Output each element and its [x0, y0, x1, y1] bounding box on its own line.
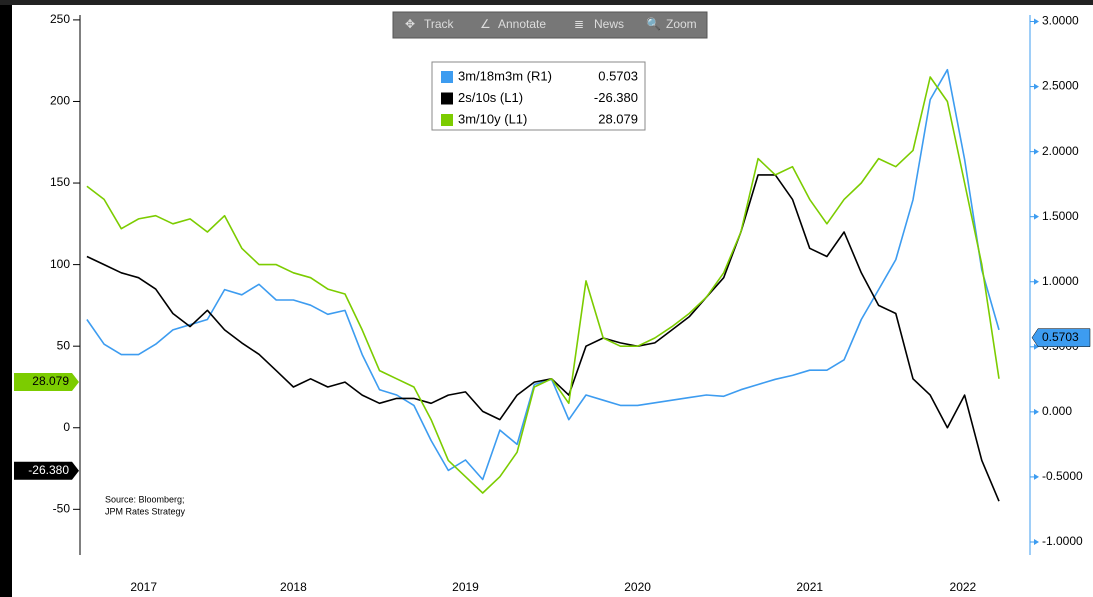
y2-tick-arrow	[1034, 473, 1039, 480]
y2-tick-arrow	[1034, 148, 1039, 155]
last-value-tag	[14, 372, 79, 391]
x-tick-label: 2020	[624, 580, 651, 594]
toolbar: Track Annotate News Zoom ✥ ∠ ≣ 🔍	[392, 11, 708, 39]
legend-value: 0.5703	[598, 68, 638, 83]
y2-tick-label: 2.0000	[1042, 144, 1079, 158]
legend: 3m/18m3m (R1) 0.5703 2s/10s (L1) -26.380 3m/…	[431, 61, 646, 131]
y2-tick-label: 2.5000	[1042, 79, 1079, 93]
legend-swatch	[441, 71, 453, 83]
y2-tick-label: -0.5000	[1042, 469, 1083, 483]
last-value-label: 0.5703	[1042, 330, 1079, 344]
legend-label: 2s/10s (L1)	[458, 90, 523, 105]
y2-tick-label: 0.000	[1042, 404, 1072, 418]
y2-tick-label: -1.0000	[1042, 534, 1083, 548]
y-tick-label: 150	[50, 175, 70, 189]
toolbar-button[interactable]: Track	[424, 17, 455, 31]
series-line	[86, 68, 1000, 481]
legend-swatch	[441, 92, 453, 105]
toolbar-button[interactable]: News	[594, 17, 624, 31]
series-line	[86, 174, 1000, 502]
y2-tick-label: 1.5000	[1042, 209, 1079, 223]
toolbar-icon: 🔍	[646, 16, 661, 31]
y2-tick-arrow	[1034, 83, 1039, 90]
y-tick-label: 200	[50, 94, 70, 108]
y2-tick-arrow	[1034, 343, 1039, 350]
y2-tick-arrow	[1034, 408, 1039, 415]
toolbar-icon: ∠	[480, 17, 491, 31]
x-tick-label: 2021	[796, 580, 823, 594]
last-value-label: 28.079	[32, 374, 69, 388]
toolbar-bg	[392, 11, 708, 39]
toolbar-icon: ✥	[405, 17, 415, 31]
source-note: Source: Bloomberg;	[105, 494, 185, 504]
y-tick-label: 100	[50, 257, 70, 271]
series-line	[86, 76, 1000, 494]
source-note: JPM Rates Strategy	[105, 506, 186, 516]
y2-tick-arrow	[1034, 538, 1039, 545]
x-tick-label: 2017	[130, 580, 157, 594]
legend-value: -26.380	[594, 90, 638, 105]
last-value-label: -26.380	[28, 463, 69, 477]
y2-tick-label: 1.0000	[1042, 274, 1079, 288]
y2-tick-arrow	[1034, 213, 1039, 220]
legend-box	[431, 61, 646, 131]
legend-label: 3m/10y (L1)	[458, 111, 527, 126]
legend-value: 28.079	[598, 111, 638, 126]
legend-swatch	[441, 114, 453, 126]
y-tick-label: -50	[53, 501, 71, 515]
left-edge	[0, 0, 12, 597]
y2-tick-label: 3.0000	[1042, 14, 1079, 28]
top-strip	[0, 0, 1093, 5]
toolbar-button[interactable]: Annotate	[498, 17, 546, 31]
y2-tick-arrow	[1034, 278, 1039, 285]
last-value-tag	[1031, 328, 1091, 347]
y-tick-label: 50	[57, 338, 71, 352]
x-tick-label: 2018	[280, 580, 307, 594]
toolbar-icon: ≣	[574, 17, 584, 31]
y2-tick-arrow	[1034, 18, 1039, 25]
toolbar-button[interactable]: Zoom	[666, 17, 697, 31]
last-value-tag	[14, 461, 79, 480]
x-tick-label: 2019	[452, 580, 479, 594]
legend-label: 3m/18m3m (R1)	[458, 68, 552, 83]
y-tick-label: 0	[63, 420, 70, 434]
x-tick-label: 2022	[950, 580, 977, 594]
y-tick-label: 250	[50, 12, 70, 26]
